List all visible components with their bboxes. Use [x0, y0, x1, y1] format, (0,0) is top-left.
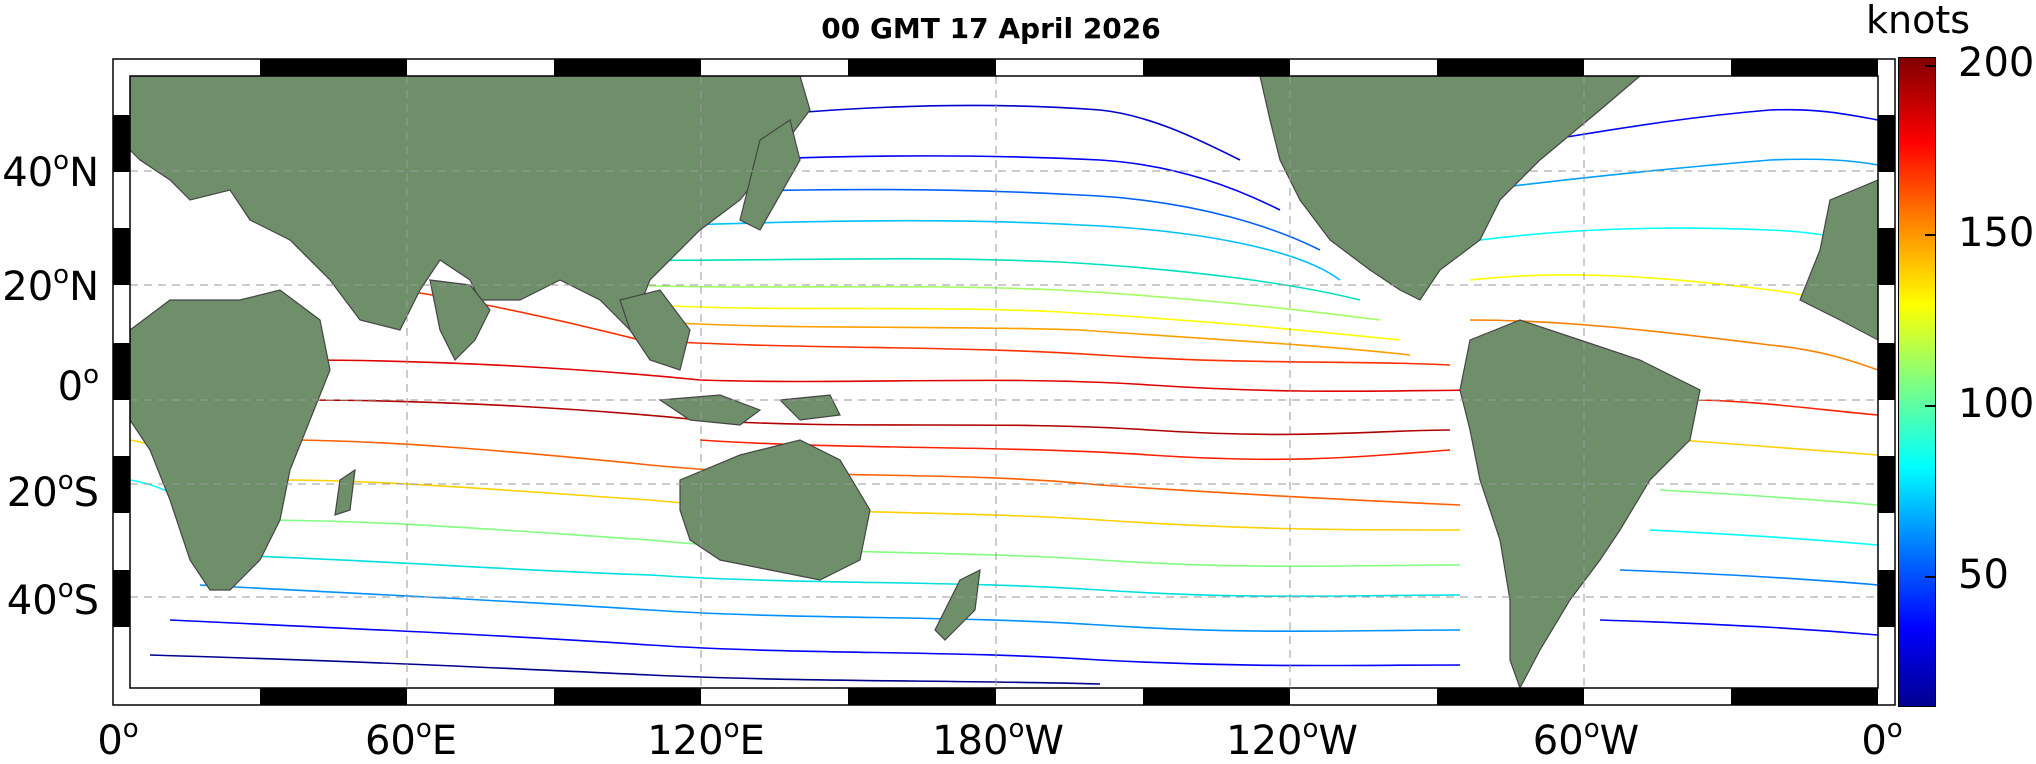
lat-tick-40s: 40oS [6, 574, 99, 624]
indochina-landmass [619, 289, 691, 371]
lon-tick-60e: 60oE [364, 714, 458, 764]
colorbar-tick-mark [1925, 576, 1936, 578]
west-africa-landmass [1799, 179, 1878, 341]
lon-tick-0: 0o [97, 714, 139, 764]
madagascar-landmass [334, 468, 356, 516]
speed-contours [130, 104, 1878, 685]
colorbar-tick-100: 100 [1958, 381, 2035, 427]
map-frame [112, 58, 1896, 706]
lon-tick-180w: 180oW [932, 714, 1064, 764]
north-america-landmass [1259, 76, 1641, 301]
lon-tick-120w: 120oW [1226, 714, 1358, 764]
lon-tick-0-right: 0o [1861, 714, 1903, 764]
map-title: 00 GMT 17 April 2026 [821, 12, 1161, 45]
lon-tick-60w: 60oW [1532, 714, 1640, 764]
south-america-landmass [1459, 319, 1701, 688]
land [130, 76, 1878, 688]
gridlines [130, 76, 1878, 688]
colorbar-tick-mark [1925, 65, 1936, 67]
new-zealand-landmass [934, 568, 981, 641]
colorbar-tick-150: 150 [1958, 210, 2035, 256]
colorbar-label: knots [1866, 0, 1971, 42]
africa-landmass [130, 289, 331, 591]
australia-landmass [679, 439, 871, 581]
colorbar-tick-200: 200 [1958, 40, 2035, 86]
lat-tick-20n: 20oN [2, 260, 99, 310]
lon-tick-120e: 120oE [647, 714, 765, 764]
indonesia-landmass [658, 394, 762, 426]
colorbar-tick-mark [1925, 234, 1936, 236]
colorbar [1898, 57, 1936, 707]
colorbar-tick-50: 50 [1958, 552, 2009, 598]
new-guinea-landmass [778, 394, 841, 421]
eurasia-landmass [130, 76, 811, 332]
japan-landmass [739, 119, 801, 231]
colorbar-tick-mark [1925, 405, 1936, 407]
lat-tick-20s: 20oS [6, 466, 99, 516]
lat-tick-40n: 40oN [2, 146, 99, 196]
lat-tick-0: 0o [57, 360, 99, 410]
